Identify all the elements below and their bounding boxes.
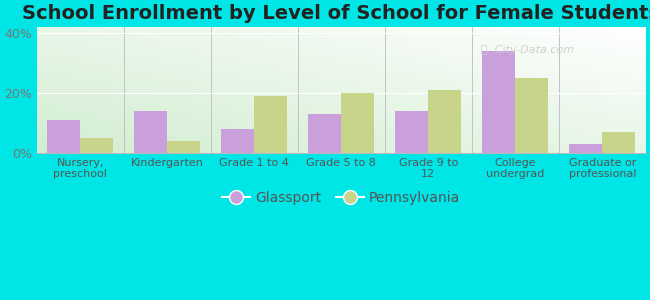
Bar [482,51,515,153]
Bar [515,78,549,153]
Bar [569,144,603,153]
Bar [135,111,168,153]
Bar [341,93,374,153]
Bar [308,114,341,153]
Bar [428,90,462,153]
Bar [81,138,114,153]
Text: ⓘ  City-Data.com: ⓘ City-Data.com [482,44,575,55]
Legend: Glassport, Pennsylvania: Glassport, Pennsylvania [217,186,466,211]
Bar [221,129,254,153]
Bar [395,111,428,153]
Bar [168,141,200,153]
Bar [47,120,81,153]
Title: School Enrollment by Level of School for Female Students: School Enrollment by Level of School for… [23,4,650,23]
Bar [254,96,287,153]
Bar [603,132,636,153]
